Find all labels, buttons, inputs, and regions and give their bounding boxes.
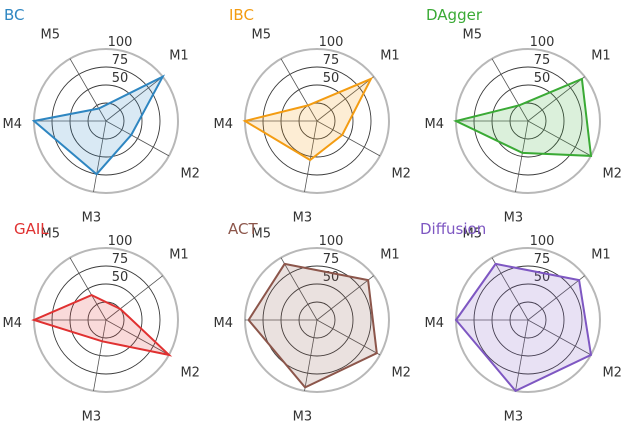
chart-title: Diffusion (420, 220, 486, 238)
axis-spoke (527, 275, 585, 321)
axis-spoke (69, 58, 107, 122)
axis-label-m5: M5 (41, 226, 61, 241)
axis-spoke (304, 120, 318, 192)
radial-tick-label: 50 (112, 270, 129, 285)
series-polygon-bc (31, 74, 166, 176)
radial-tick-label: 50 (112, 71, 129, 86)
axis-spoke (515, 319, 529, 391)
radial-tick-label: 75 (112, 53, 129, 68)
axis-spoke (491, 257, 529, 321)
axis-label-m1: M1 (380, 48, 400, 63)
axis-label-m5: M5 (41, 27, 61, 42)
chart-title: GAIL (14, 220, 49, 238)
chart-title: BC (4, 6, 25, 24)
axis-spoke (527, 76, 585, 122)
axis-spoke (280, 58, 318, 122)
axis-spoke (105, 76, 163, 122)
radar-panel-bc: M1 M2 M3 M4 M5 50 75 100 BC (3, 6, 200, 226)
axis-spoke (527, 319, 592, 356)
axis-label-m4: M4 (3, 316, 23, 331)
axis-label-m5: M5 (252, 27, 272, 42)
radial-tick-label: 100 (108, 35, 133, 50)
radial-tick-label: 100 (108, 234, 133, 249)
axis-label-m2: M2 (180, 366, 200, 381)
radar-panel-ibc: M1 M2 M3 M4 M5 50 75 100 IBC (214, 6, 411, 226)
axis-spoke (105, 275, 163, 321)
axis-label-m1: M1 (169, 247, 189, 262)
axis-spoke (515, 120, 529, 192)
radial-tick-label: 75 (534, 252, 551, 267)
axis-spoke (93, 120, 107, 192)
axis-label-m3: M3 (504, 211, 524, 226)
axis-spoke (105, 319, 170, 356)
axis-label-m2: M2 (391, 366, 411, 381)
axis-spoke (491, 58, 529, 122)
axis-label-m5: M5 (463, 226, 483, 241)
radial-tick-label: 50 (323, 71, 340, 86)
axis-spoke (527, 120, 592, 157)
radial-tick-label: 75 (323, 252, 340, 267)
radial-tick-label: 100 (530, 35, 555, 50)
radial-tick-label: 100 (319, 234, 344, 249)
radar-panel-dagger: M1 M2 M3 M4 M5 50 75 100 DAgger (425, 6, 622, 226)
radial-tick-label: 100 (530, 234, 555, 249)
series-polygon-act (247, 262, 378, 389)
chart-title: ACT (228, 220, 258, 238)
axis-label-m2: M2 (180, 167, 200, 182)
axis-label-m3: M3 (504, 410, 524, 425)
axis-spoke (316, 76, 374, 122)
series-polygon-diffusion (454, 262, 593, 393)
radial-tick-label: 75 (323, 53, 340, 68)
axis-label-m3: M3 (82, 410, 102, 425)
axis-label-m2: M2 (602, 366, 622, 381)
axis-label-m3: M3 (293, 211, 313, 226)
axis-spoke (304, 319, 318, 391)
axis-label-m4: M4 (3, 117, 23, 132)
axis-label-m4: M4 (425, 117, 445, 132)
series-polygon-ibc (242, 76, 374, 162)
axis-label-m4: M4 (214, 117, 234, 132)
chart-title: DAgger (426, 6, 483, 24)
axis-spoke (280, 257, 318, 321)
axis-label-m2: M2 (602, 167, 622, 182)
axis-label-m3: M3 (293, 410, 313, 425)
radial-tick-label: 100 (319, 35, 344, 50)
axis-label-m3: M3 (82, 211, 102, 226)
chart-title: IBC (229, 6, 254, 24)
axis-spoke (105, 120, 170, 157)
axis-spoke (93, 319, 107, 391)
axis-spoke (316, 319, 381, 356)
radial-tick-label: 75 (534, 53, 551, 68)
axis-label-m1: M1 (591, 48, 611, 63)
axis-label-m2: M2 (391, 167, 411, 182)
axis-label-m5: M5 (463, 27, 483, 42)
radial-tick-label: 50 (534, 71, 551, 86)
axis-label-m1: M1 (591, 247, 611, 262)
axis-spoke (316, 275, 374, 321)
radial-tick-label: 75 (112, 252, 129, 267)
radar-panel-gail: M1 M2 M3 M4 M5 50 75 100 GAIL (3, 220, 200, 425)
axis-label-m1: M1 (169, 48, 189, 63)
series-polygon-gail (31, 294, 173, 357)
axis-spoke (316, 120, 381, 157)
axis-label-m4: M4 (425, 316, 445, 331)
axis-label-m4: M4 (214, 316, 234, 331)
axis-label-m1: M1 (380, 247, 400, 262)
axis-label-m5: M5 (252, 226, 272, 241)
axis-spoke (69, 257, 107, 321)
series-polygon-dagger (453, 77, 593, 157)
